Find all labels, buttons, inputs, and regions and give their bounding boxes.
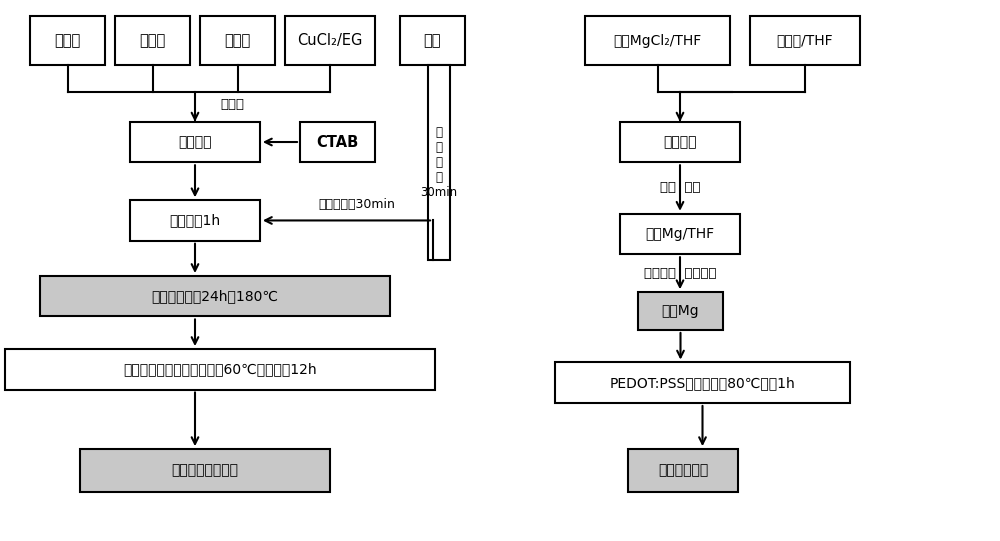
Text: 磁力  搅拌: 磁力 搅拌: [660, 181, 700, 195]
Text: 萘基锂/THF: 萘基锂/THF: [777, 34, 833, 48]
Text: 钼酸钠: 钼酸钠: [54, 33, 81, 48]
Text: 溶解于: 溶解于: [220, 97, 244, 111]
Text: CTAB: CTAB: [316, 135, 359, 149]
Text: CuCl₂/EG: CuCl₂/EG: [297, 33, 363, 48]
Text: PEDOT:PSS混合旋涂，80℃干燥1h: PEDOT:PSS混合旋涂，80℃干燥1h: [610, 376, 795, 390]
Bar: [620, 214, 740, 254]
Text: 去离子水: 去离子水: [178, 135, 212, 149]
Bar: [5, 349, 435, 390]
Bar: [30, 16, 105, 65]
Text: 离心分离  真空干燥: 离心分离 真空干燥: [644, 267, 716, 280]
Text: 碳布: 碳布: [424, 33, 441, 48]
Text: 纳米Mg: 纳米Mg: [662, 304, 699, 318]
Text: 混合溶液: 混合溶液: [663, 135, 697, 149]
Text: 柔性负极材料: 柔性负极材料: [658, 464, 708, 478]
Bar: [130, 122, 260, 162]
Bar: [555, 362, 850, 403]
Text: 钼酸钠: 钼酸钠: [224, 33, 251, 48]
Bar: [285, 16, 375, 65]
Text: 乙醇、去离子水各洗三次、60℃真空干燥12h: 乙醇、去离子水各洗三次、60℃真空干燥12h: [123, 362, 317, 376]
Text: 无水MgCl₂/THF: 无水MgCl₂/THF: [613, 34, 702, 48]
Bar: [80, 449, 330, 492]
Text: 三元柔性正极材料: 三元柔性正极材料: [172, 464, 239, 478]
Bar: [638, 292, 723, 330]
Text: 反应釜内反应24h，180℃: 反应釜内反应24h，180℃: [152, 289, 278, 303]
Text: 稀硫酸浸泡30min: 稀硫酸浸泡30min: [318, 197, 395, 211]
Bar: [428, 65, 450, 260]
Bar: [400, 16, 465, 65]
Text: 钼酸钠: 钼酸钠: [139, 33, 166, 48]
Bar: [200, 16, 275, 65]
Bar: [300, 122, 375, 162]
Bar: [115, 16, 190, 65]
Bar: [628, 449, 738, 492]
Text: 丙
酮
超
声
30min: 丙 酮 超 声 30min: [420, 126, 458, 199]
Text: 磁力搅拌1h: 磁力搅拌1h: [169, 214, 221, 227]
Bar: [40, 276, 390, 316]
Text: 纳米Mg/THF: 纳米Mg/THF: [645, 227, 715, 241]
Bar: [585, 16, 730, 65]
Bar: [620, 122, 740, 162]
Bar: [750, 16, 860, 65]
Bar: [130, 200, 260, 241]
